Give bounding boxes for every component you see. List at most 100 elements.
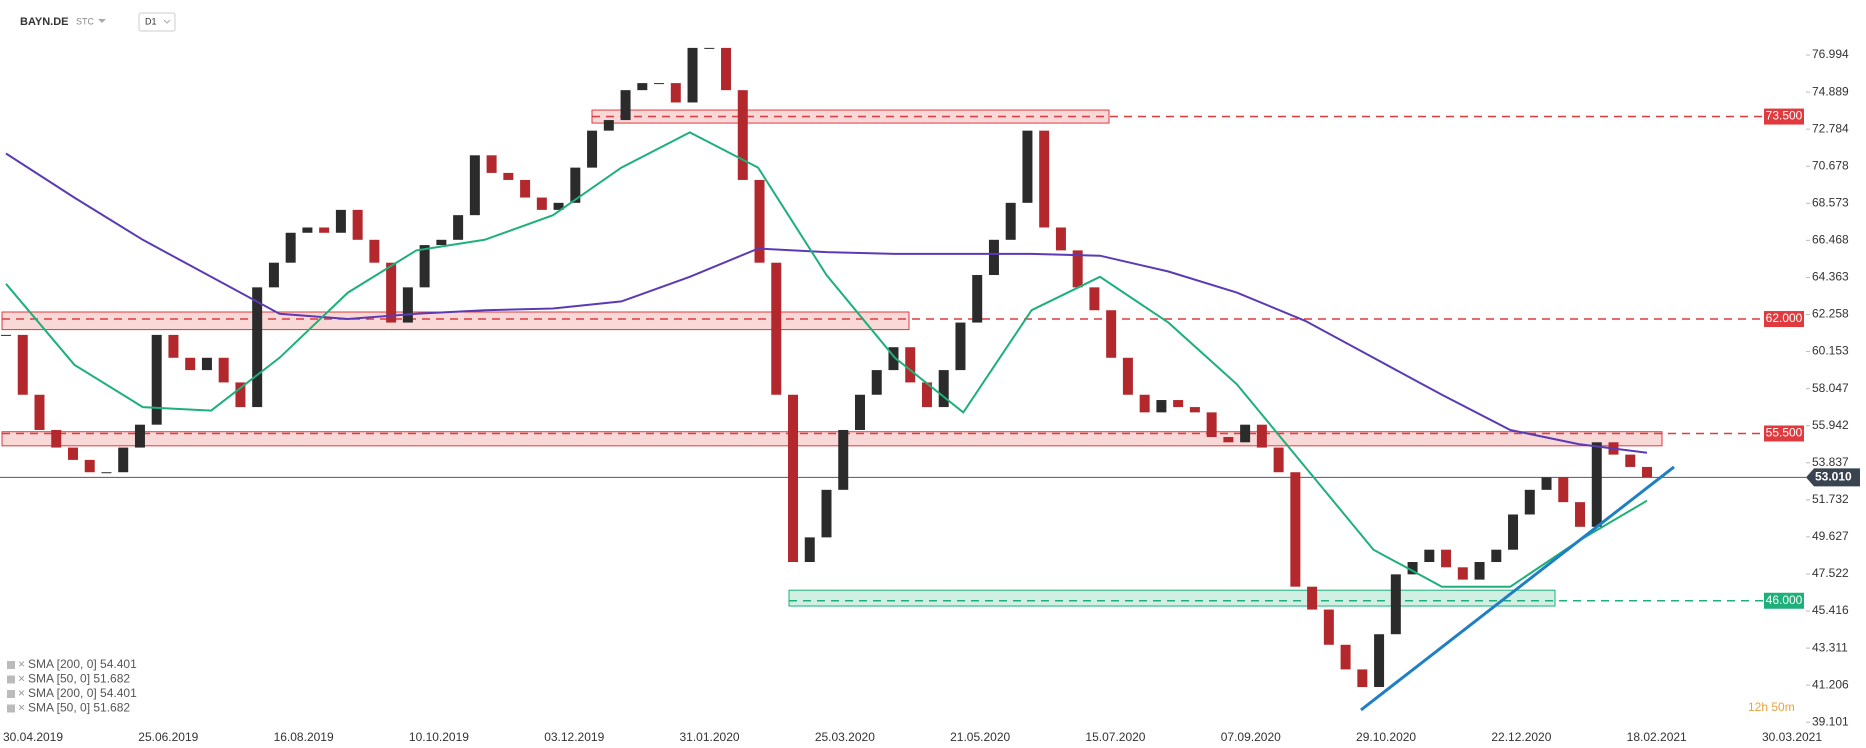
y-tick-label: 47.522 bbox=[1812, 566, 1849, 580]
level-label: 55.500 bbox=[1766, 426, 1803, 440]
level-label-box bbox=[1764, 311, 1804, 328]
candle bbox=[1089, 287, 1100, 311]
y-tick-label: 45.416 bbox=[1812, 603, 1849, 617]
x-tick-label: 25.03.2020 bbox=[815, 730, 875, 744]
candle bbox=[788, 394, 799, 563]
candle bbox=[737, 90, 748, 180]
candle bbox=[453, 215, 464, 240]
x-tick-label: 29.10.2020 bbox=[1356, 730, 1416, 744]
candle bbox=[603, 120, 614, 131]
candle bbox=[988, 239, 999, 276]
candle bbox=[821, 489, 832, 538]
legend-close: × bbox=[18, 657, 25, 671]
candle bbox=[771, 262, 782, 395]
candle bbox=[1591, 442, 1602, 527]
candle bbox=[1072, 250, 1083, 288]
y-tick-label: 49.627 bbox=[1812, 529, 1849, 543]
candle bbox=[1575, 502, 1586, 527]
x-tick-label: 16.08.2019 bbox=[274, 730, 334, 744]
candle bbox=[285, 232, 296, 263]
candle bbox=[587, 130, 598, 168]
candle bbox=[888, 347, 899, 371]
symbol: BAYN.DE bbox=[20, 16, 69, 28]
y-tick-label: 51.732 bbox=[1812, 492, 1849, 506]
candle bbox=[955, 322, 966, 371]
candle bbox=[436, 239, 447, 246]
candle bbox=[118, 447, 129, 473]
candle bbox=[17, 334, 28, 395]
candle bbox=[1206, 412, 1217, 438]
legend-entry: SMA [200, 0] 54.401 bbox=[28, 657, 137, 671]
candle bbox=[201, 357, 212, 371]
candle bbox=[1524, 489, 1535, 515]
candle bbox=[51, 429, 62, 448]
candle bbox=[1256, 424, 1267, 448]
trendline bbox=[1360, 465, 1675, 712]
candle bbox=[838, 429, 849, 490]
legend-close: × bbox=[18, 686, 25, 700]
level-zone bbox=[788, 589, 1556, 607]
market[interactable]: STC bbox=[76, 16, 95, 26]
candle bbox=[1558, 477, 1569, 503]
candle bbox=[1424, 549, 1435, 563]
y-tick-label: 66.468 bbox=[1812, 233, 1849, 247]
candle bbox=[905, 347, 916, 383]
candle bbox=[670, 83, 681, 103]
candle bbox=[319, 227, 330, 233]
candle bbox=[536, 197, 547, 210]
interval-box[interactable] bbox=[138, 12, 176, 32]
candle bbox=[235, 382, 246, 408]
candle bbox=[101, 472, 112, 474]
candle bbox=[386, 262, 397, 323]
x-tick-label: 30.04.2019 bbox=[3, 730, 63, 744]
legend-icon bbox=[7, 690, 15, 698]
sma-line bbox=[5, 152, 1648, 454]
candle bbox=[553, 202, 564, 210]
candle bbox=[1642, 466, 1652, 478]
candle bbox=[1005, 202, 1016, 240]
candle bbox=[704, 47, 715, 49]
x-tick-label: 10.10.2019 bbox=[409, 730, 469, 744]
candle bbox=[1, 334, 11, 336]
x-tick-label: 07.09.2020 bbox=[1221, 730, 1281, 744]
y-tick-label: 72.784 bbox=[1812, 121, 1849, 135]
candle bbox=[1156, 400, 1167, 413]
y-tick-label: 64.363 bbox=[1812, 270, 1849, 284]
y-tick-label: 76.994 bbox=[1812, 47, 1849, 61]
candle bbox=[335, 209, 346, 233]
candle bbox=[1290, 472, 1301, 587]
candle bbox=[1122, 357, 1133, 395]
legend-icon bbox=[7, 675, 15, 684]
level-label: 62.000 bbox=[1766, 311, 1803, 325]
candle bbox=[687, 47, 698, 103]
x-tick-label: 30.03.2021 bbox=[1762, 730, 1822, 744]
x-tick-label: 25.06.2019 bbox=[138, 730, 198, 744]
level-label-box bbox=[1764, 108, 1804, 125]
candle bbox=[1374, 634, 1385, 688]
candle bbox=[921, 382, 932, 408]
candle bbox=[218, 357, 229, 383]
candle bbox=[721, 47, 732, 91]
candle bbox=[34, 394, 45, 430]
legend-entry: SMA [50, 0] 51.682 bbox=[28, 701, 130, 715]
candle bbox=[1189, 407, 1200, 413]
candle bbox=[1441, 549, 1452, 568]
candle bbox=[1340, 644, 1351, 670]
dropdown-arrow bbox=[98, 19, 106, 23]
candle bbox=[352, 209, 363, 240]
y-tick-label: 41.206 bbox=[1812, 677, 1849, 691]
x-tick-label: 15.07.2020 bbox=[1085, 730, 1145, 744]
candle bbox=[938, 370, 949, 408]
level-label-box bbox=[1764, 592, 1804, 609]
last-price-label: 53.010 bbox=[1815, 470, 1852, 484]
candle bbox=[469, 155, 480, 216]
candle bbox=[486, 155, 497, 173]
candle bbox=[1273, 447, 1284, 473]
candle bbox=[252, 287, 263, 408]
countdown: 12h 50m bbox=[1748, 700, 1795, 714]
candle bbox=[503, 172, 514, 180]
legend-icon bbox=[7, 661, 15, 669]
x-tick-label: 31.01.2020 bbox=[680, 730, 740, 744]
y-tick-label: 55.942 bbox=[1812, 418, 1849, 432]
